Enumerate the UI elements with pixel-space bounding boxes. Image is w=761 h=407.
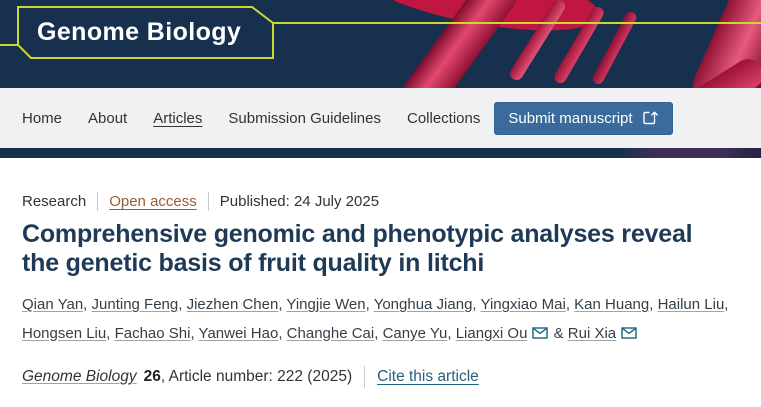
author-separator: ,	[565, 296, 575, 313]
author-link[interactable]: Jiezhen Chen	[186, 296, 279, 313]
journal-name-link[interactable]: Genome Biology	[22, 368, 137, 385]
nav-item-home[interactable]: Home	[22, 109, 63, 127]
submit-manuscript-button[interactable]: Submit manuscript	[494, 101, 673, 135]
nav-item-submission-guidelines[interactable]: Submission Guidelines	[228, 109, 381, 127]
author-separator: ,	[472, 296, 481, 313]
journal-masthead: Genome Biology	[0, 0, 761, 88]
journal-citation-row: Genome Biology 26, Article number: 222 (2…	[22, 366, 739, 388]
author-link[interactable]: Hongsen Liu	[22, 324, 107, 342]
author-link[interactable]: Qian Yan	[22, 296, 84, 313]
author-separator: ,	[190, 324, 199, 342]
article-title: Comprehensive genomic and phenotypic ana…	[22, 220, 693, 277]
author-link[interactable]: Canye Yu	[382, 324, 448, 342]
published-date: Published: 24 July 2025	[219, 193, 380, 210]
author-link[interactable]: Yingjie Wen	[286, 296, 366, 313]
author-separator: ,	[447, 324, 456, 342]
author-link[interactable]: Changhe Cai	[286, 324, 375, 342]
author-separator: ,	[106, 324, 115, 342]
cite-this-article-link[interactable]: Cite this article	[377, 368, 479, 385]
author-separator: ,	[83, 296, 92, 313]
author-link[interactable]: Fachao Shi	[114, 324, 191, 342]
journal-logo[interactable]: Genome Biology	[37, 18, 242, 46]
manuscript-upload-icon	[642, 110, 659, 126]
author-link[interactable]: Yonghua Jiang	[373, 296, 473, 313]
author-link[interactable]: Kan Huang	[574, 296, 650, 313]
author-link[interactable]: Yingxiao Mai	[480, 296, 566, 313]
author-link[interactable]: Liangxi Ou	[455, 324, 528, 342]
separator	[364, 366, 366, 388]
author-link[interactable]: Rui Xia	[567, 324, 617, 342]
author-separator: ,	[178, 296, 187, 313]
article-meta-row: Research Open access Published: 24 July …	[22, 192, 739, 211]
nav-links: Home About Articles Submission Guidelines Co…	[22, 110, 480, 127]
article-number-text: , Article number: 222 (2025)	[160, 368, 353, 385]
author-separator: ,	[724, 296, 729, 313]
logo-border-frame	[0, 6, 761, 59]
author-separator: ,	[365, 296, 374, 313]
author-link[interactable]: Junting Feng	[91, 296, 179, 313]
separator	[207, 192, 209, 211]
author-separator-ampersand: &	[549, 324, 568, 342]
author-separator: ,	[374, 324, 383, 342]
separator	[97, 192, 99, 211]
open-access-link[interactable]: Open access	[109, 193, 197, 210]
article-header: Research Open access Published: 24 July …	[0, 158, 761, 388]
author-separator: ,	[649, 296, 658, 313]
author-separator: ,	[278, 296, 287, 313]
email-author-icon[interactable]	[621, 326, 637, 343]
author-link[interactable]: Hailun Liu	[657, 296, 725, 313]
journal-volume: 26	[143, 368, 161, 385]
author-separator: ,	[278, 324, 287, 342]
nav-item-about[interactable]: About	[88, 109, 128, 127]
author-link[interactable]: Yanwei Hao	[198, 324, 279, 342]
accent-bar	[0, 148, 761, 158]
nav-item-articles[interactable]: Articles	[153, 109, 203, 127]
main-navigation: Home About Articles Submission Guidelines Co…	[0, 88, 761, 148]
article-type-label: Research	[22, 193, 87, 210]
nav-item-collections[interactable]: Collections	[406, 109, 481, 127]
email-author-icon[interactable]	[532, 326, 549, 343]
author-list: Qian Yan, Junting Feng, Jiezhen Chen, Yi…	[22, 291, 732, 349]
submit-manuscript-label: Submit manuscript	[508, 109, 633, 127]
